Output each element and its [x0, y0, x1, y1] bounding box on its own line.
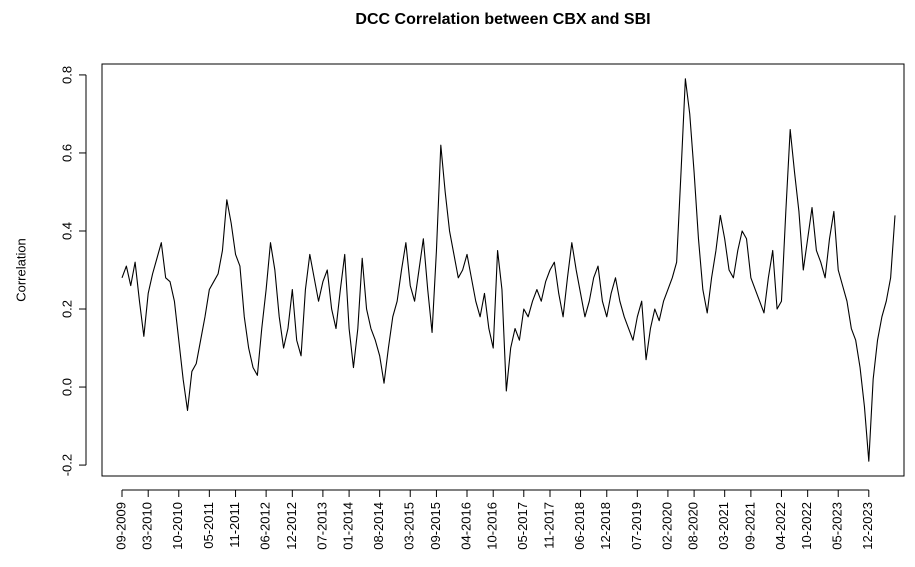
x-tick-label: 04-2016: [458, 502, 473, 550]
x-tick-label: 11-2017: [541, 502, 556, 549]
x-tick-label: 08-2014: [371, 502, 386, 550]
y-tick-label: 0.2: [59, 300, 74, 318]
x-tick-label: 07-2013: [314, 502, 329, 550]
x-tick-label: 06-2012: [258, 502, 273, 550]
x-tick-label: 03-2021: [716, 502, 731, 550]
data-line: [121, 78, 896, 462]
x-tick-label: 05-2017: [515, 502, 530, 550]
x-tick-label: 11-2011: [227, 502, 242, 548]
x-tick-label: 12-2018: [598, 502, 613, 550]
plot-frame: [101, 63, 905, 477]
y-tick-label: 0.8: [59, 66, 74, 84]
y-tick-label: 0.6: [59, 144, 74, 162]
x-tick-label: 09-2021: [742, 502, 757, 550]
y-tick-label: -0.2: [59, 454, 74, 476]
x-tick-label: 06-2018: [572, 502, 587, 550]
x-tick-label: 10-2022: [799, 502, 814, 550]
x-tick-label: 02-2020: [659, 502, 674, 550]
x-tick-label: 12-2023: [860, 502, 875, 550]
x-tick-label: 07-2019: [629, 502, 644, 550]
x-tick-label: 05-2023: [830, 502, 845, 550]
x-tick-label: 03-2015: [402, 502, 417, 550]
x-tick-label: 01-2014: [341, 502, 356, 550]
y-tick-label: 0.4: [59, 222, 74, 240]
chart-title: DCC Correlation between CBX and SBI: [355, 11, 650, 28]
x-tick-label: 09-2015: [428, 502, 443, 550]
x-tick-label: 09-2009: [113, 502, 128, 550]
x-tick-label: 10-2016: [485, 502, 500, 550]
x-tick-label: 05-2011: [201, 502, 216, 549]
x-tick-label: 03-2010: [140, 502, 155, 550]
x-tick-label: 10-2010: [170, 502, 185, 550]
x-tick-label: 04-2022: [773, 502, 788, 550]
x-tick-label: 12-2012: [284, 502, 299, 550]
x-tick-label: 08-2020: [686, 502, 701, 550]
y-tick-label: 0.0: [59, 378, 74, 396]
y-axis-label: Correlation: [13, 238, 28, 302]
